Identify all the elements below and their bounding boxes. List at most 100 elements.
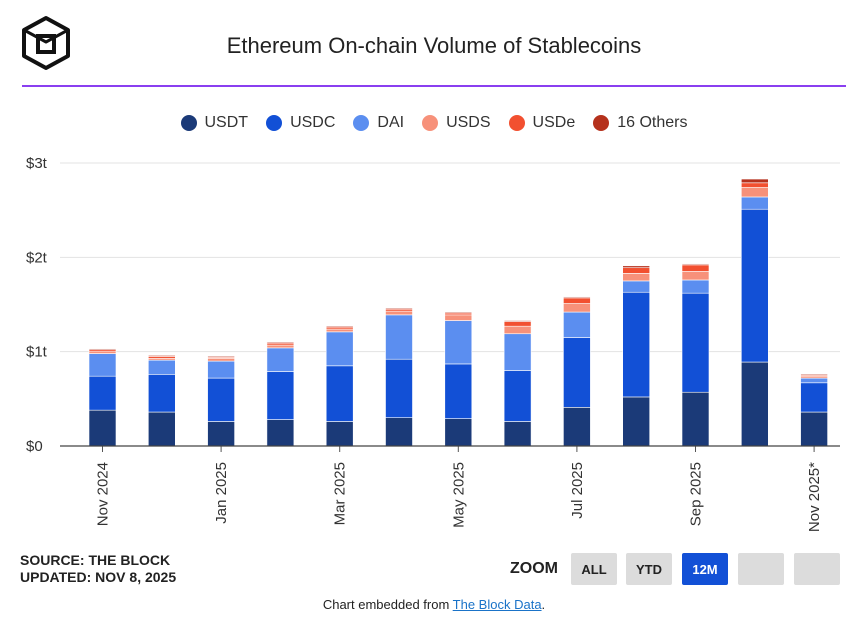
source-line: SOURCE: THE BLOCK <box>20 552 171 568</box>
bar-segment <box>681 263 710 266</box>
bar-segment <box>385 314 413 360</box>
bar-segment <box>207 421 235 447</box>
bar-segment <box>385 310 413 316</box>
legend-dot-usdc <box>266 115 283 131</box>
bar-segment <box>88 375 117 411</box>
chart-title: Ethereum On-chain Volume of Stablecoins <box>226 33 642 58</box>
bar-segment <box>88 409 117 447</box>
the-block-data-link[interactable]: The Block Data <box>452 597 542 612</box>
y-tick-label: $0 <box>26 438 43 455</box>
x-tick-label: Jan 2025 <box>213 462 230 524</box>
bar-segment <box>622 291 651 398</box>
bar-segment <box>444 363 473 419</box>
x-tick-label: Nov 2025* <box>806 462 823 532</box>
zoom-ytd-button[interactable]: YTD <box>626 553 672 585</box>
zoom-extra-button-1[interactable] <box>738 553 784 585</box>
legend-label-usds: USDS <box>446 114 491 131</box>
bar-segment <box>563 303 591 313</box>
legend-dot-usds <box>422 115 439 131</box>
bar-segment <box>800 374 828 376</box>
legend-label-dai: DAI <box>377 114 405 131</box>
x-tick-label: Mar 2025 <box>332 462 349 525</box>
zoom-extra-button-2[interactable] <box>794 553 840 585</box>
bar-segment <box>385 417 413 447</box>
zoom-12m-button[interactable]: 12M <box>682 553 728 585</box>
bar-segment <box>148 355 176 357</box>
zoom-label: ZOOM <box>510 560 558 577</box>
bar-segment <box>325 421 354 447</box>
bar-segment <box>740 187 769 198</box>
bar-segment <box>740 182 769 188</box>
legend-item-usde[interactable]: USDe <box>508 114 576 132</box>
bar-segment <box>622 273 651 282</box>
bar-segment <box>740 196 769 210</box>
bar-segment <box>325 365 354 422</box>
legend-label-usdt: USDT <box>204 114 249 131</box>
bar-segment <box>88 348 117 351</box>
y-tick-label: $2t <box>26 249 48 266</box>
bar-segment <box>148 359 176 375</box>
bar-segment <box>503 370 532 422</box>
bar-segment <box>444 311 473 314</box>
bar-segment <box>622 267 651 274</box>
bar-segment <box>681 271 710 281</box>
embed-footer: Chart embedded from The Block Data. <box>0 597 868 612</box>
bar-segment <box>325 328 354 333</box>
bar-segment <box>88 353 117 377</box>
source-block: SOURCE: THE BLOCK UPDATED: NOV 8, 2025 <box>20 552 176 586</box>
x-tick-label: Sep 2025 <box>688 462 705 526</box>
bar-segment <box>563 337 591 408</box>
bar-segment <box>503 333 532 371</box>
bar-segment <box>681 292 710 393</box>
bar-segment <box>266 419 295 447</box>
bar-segment <box>444 314 473 321</box>
bar-segment <box>503 421 532 447</box>
bar-segment <box>503 325 532 335</box>
bar-segment <box>681 264 710 272</box>
bar-segment <box>444 320 473 365</box>
zoom-all-button[interactable]: ALL <box>571 553 617 585</box>
bar-segment <box>207 377 235 422</box>
bar-segment <box>740 208 769 363</box>
bar-segment <box>800 382 828 413</box>
bar-segment <box>207 357 235 362</box>
title-divider <box>22 85 846 87</box>
legend-dot-dai <box>353 115 370 131</box>
bar-segment <box>503 321 532 327</box>
legend-item-usdc[interactable]: USDC <box>266 114 335 132</box>
updated-line: UPDATED: NOV 8, 2025 <box>20 569 177 585</box>
bar-segment <box>444 418 473 447</box>
legend-label-others: 16 Others <box>617 114 688 131</box>
bar-segment <box>325 325 354 328</box>
bar-segment <box>622 265 651 269</box>
bar-segment <box>266 344 295 349</box>
bar-segment <box>563 311 591 338</box>
legend-item-dai[interactable]: DAI <box>353 114 404 132</box>
bar-segment <box>266 347 295 372</box>
bar-segment <box>800 411 828 447</box>
legend-dot-others <box>593 115 610 131</box>
legend-item-usdt[interactable]: USDT <box>180 114 249 132</box>
bar-segment <box>563 296 591 299</box>
bar-segment <box>148 411 176 447</box>
legend-item-usds[interactable]: USDS <box>422 114 491 132</box>
legend-item-others[interactable]: 16 Others <box>593 114 687 132</box>
x-tick-label: May 2025 <box>450 462 467 528</box>
footer-prefix: Chart embedded from <box>322 597 453 612</box>
bar-segment <box>681 391 710 447</box>
bar-segment <box>622 396 651 447</box>
bar-segment <box>681 279 710 294</box>
x-tick-label: Nov 2024 <box>95 462 112 526</box>
legend-dot-usde <box>508 115 525 131</box>
bar-segment <box>563 297 591 304</box>
footer-suffix: . <box>541 597 546 612</box>
bar-segment <box>800 377 828 384</box>
bar-segment <box>266 371 295 420</box>
bar-segment <box>503 320 532 322</box>
bar-segment <box>325 331 354 367</box>
x-tick-label: Jul 2025 <box>569 462 586 519</box>
y-tick-label: $3t <box>26 155 48 172</box>
bar-segment <box>207 356 235 358</box>
legend-label-usde: USDe <box>532 114 576 131</box>
bar-segment <box>148 374 176 413</box>
